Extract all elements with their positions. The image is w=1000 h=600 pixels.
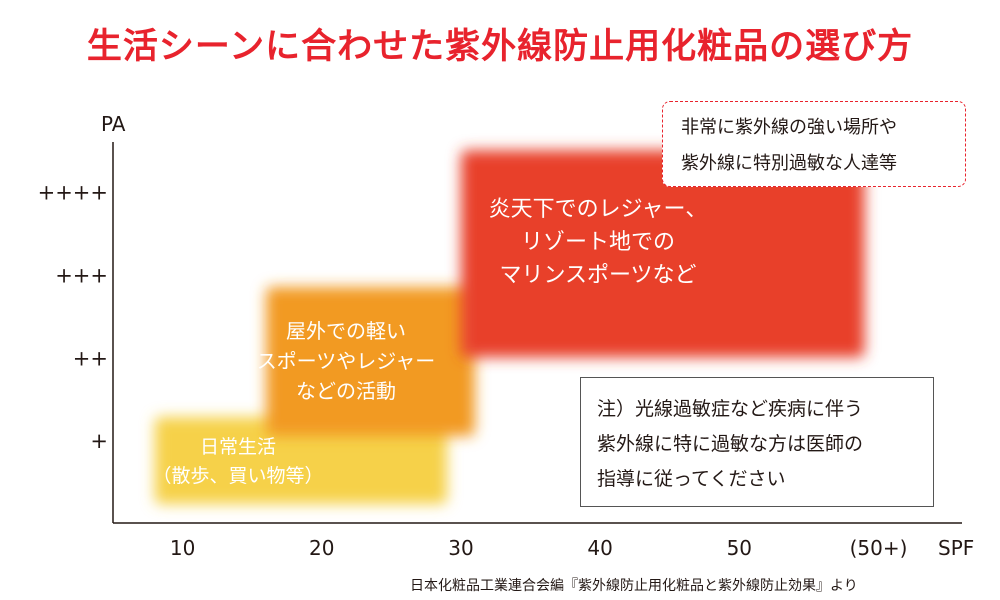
zone-2-label: 屋外での軽い スポーツやレジャー などの活動 [236,316,456,406]
callout-line-1: 非常に紫外線の強い場所や [681,117,897,138]
x-tick-label: 10 [170,536,195,560]
zones-layer [154,150,865,504]
y-tick-label: ++++ [38,181,108,205]
page-title: 生活シーンに合わせた紫外線防止用化粧品の選び方 [86,27,914,67]
zone-1-line-1: 日常生活 [199,436,276,458]
y-tick-label: + [90,429,108,453]
zone-2-area [266,286,475,437]
ticks-layer: 10 20 30 40 50 (50+)++++++++++ [38,181,908,560]
x-tick-label: 20 [309,536,334,560]
zone-3-line-2: リゾート地での [520,230,675,255]
y-tick-label: ++ [73,346,108,370]
zone-3-label: 炎天下でのレジャー、 リゾート地での マリンスポーツなど [428,193,768,292]
note-line-3: 指導に従ってください [597,468,786,490]
x-tick-label: 50 [727,536,752,560]
note-line-1: 注）光線過敏症など疾病に伴う [597,398,864,420]
high-uv-callout: 非常に紫外線の強い場所や 紫外線に特別過敏な人達等 [662,101,966,187]
zone-3-area [460,150,865,358]
zone-2-line-2: スポーツやレジャー [256,349,436,373]
callout-line-2: 紫外線に特別過敏な人達等 [681,153,897,174]
medical-note-box: 注）光線過敏症など疾病に伴う 紫外線に特に過敏な方は医師の 指導に従ってください [580,377,934,507]
x-axis-label: SPF [938,536,974,560]
zone-1-area [154,416,448,504]
zone-2-line-3: などの活動 [296,379,396,403]
zone-1-label: 日常生活 （散歩、買い物等） [143,433,333,490]
zone-3-line-1: 炎天下でのレジャー、 [488,197,708,222]
x-tick-label: 30 [448,536,473,560]
zone-2-line-1: 屋外での軽い [286,319,406,343]
zone-3-line-3: マリンスポーツなど [499,263,697,288]
y-axis-label: PA [101,112,126,136]
y-tick-label: +++ [55,264,108,288]
source-citation: 日本化粧品工業連合会編『紫外線防止用化粧品と紫外線防止効果』より [410,578,858,594]
x-tick-label: (50+) [850,536,908,560]
zone-1-line-2: （散歩、買い物等） [152,464,324,487]
x-tick-label: 40 [587,536,612,560]
note-line-2: 紫外線に特に過敏な方は医師の [597,433,864,455]
